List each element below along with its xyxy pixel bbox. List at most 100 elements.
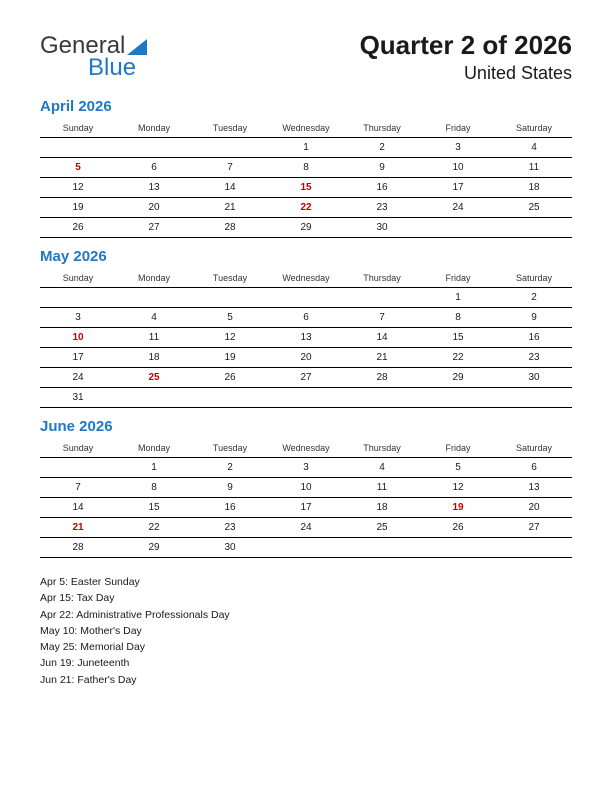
calendar-cell: .	[40, 458, 116, 478]
calendar-cell: 27	[268, 368, 344, 388]
calendar-cell: 11	[344, 478, 420, 498]
calendar-cell: 7	[344, 308, 420, 328]
month-block: May 2026 SundayMondayTuesdayWednesdayThur…	[40, 248, 572, 408]
calendar-cell: 11	[116, 328, 192, 348]
calendar-cell: .	[192, 138, 268, 158]
calendar-cell: 25	[496, 198, 572, 218]
calendar-cell: 19	[192, 348, 268, 368]
calendar-row: ...1234	[40, 138, 572, 158]
calendar-cell: 3	[420, 138, 496, 158]
calendar-cell: 19	[420, 498, 496, 518]
dow-header: Tuesday	[192, 119, 268, 138]
calendar-cell: .	[268, 538, 344, 558]
calendar-cell: 20	[268, 348, 344, 368]
calendar-cell: 9	[344, 158, 420, 178]
calendar-cell: 20	[496, 498, 572, 518]
calendar-table: SundayMondayTuesdayWednesdayThursdayFrid…	[40, 269, 572, 408]
calendar-cell: 6	[496, 458, 572, 478]
calendar-cell: 6	[116, 158, 192, 178]
calendar-cell: 10	[40, 328, 116, 348]
calendar-cell: .	[40, 288, 116, 308]
calendar-row: 567891011	[40, 158, 572, 178]
calendar-cell: 16	[496, 328, 572, 348]
calendar-cell: 2	[344, 138, 420, 158]
title-block: Quarter 2 of 2026 United States	[360, 30, 572, 84]
calendar-cell: 11	[496, 158, 572, 178]
calendar-cell: 8	[420, 308, 496, 328]
calendar-row: .....12	[40, 288, 572, 308]
calendar-cell: .	[496, 538, 572, 558]
calendar-cell: 3	[40, 308, 116, 328]
calendar-cell: .	[116, 288, 192, 308]
calendar-row: 24252627282930	[40, 368, 572, 388]
calendar-cell: 3	[268, 458, 344, 478]
calendar-row: 3456789	[40, 308, 572, 328]
page-subtitle: United States	[360, 63, 572, 84]
calendar-cell: 23	[344, 198, 420, 218]
calendar-cell: 25	[344, 518, 420, 538]
calendar-cell: 4	[344, 458, 420, 478]
calendar-cell: 21	[344, 348, 420, 368]
calendar-cell: 27	[116, 218, 192, 238]
calendar-cell: 16	[344, 178, 420, 198]
calendar-cell: 29	[420, 368, 496, 388]
calendar-cell: 22	[420, 348, 496, 368]
event-item: May 10: Mother's Day	[40, 623, 572, 639]
dow-header: Tuesday	[192, 439, 268, 458]
calendar-cell: 18	[116, 348, 192, 368]
calendar-cell: 1	[268, 138, 344, 158]
calendar-cell: 15	[116, 498, 192, 518]
calendar-row: 282930....	[40, 538, 572, 558]
calendar-cell: 19	[40, 198, 116, 218]
calendar-cell: 21	[40, 518, 116, 538]
calendar-cell: 5	[420, 458, 496, 478]
calendar-cell: 13	[116, 178, 192, 198]
month-title: April 2026	[40, 98, 572, 115]
months-container: April 2026 SundayMondayTuesdayWednesdayTh…	[40, 98, 572, 558]
dow-header: Sunday	[40, 439, 116, 458]
calendar-cell: 12	[420, 478, 496, 498]
calendar-cell: 28	[344, 368, 420, 388]
calendar-row: 2627282930..	[40, 218, 572, 238]
calendar-cell: .	[344, 388, 420, 408]
page-title: Quarter 2 of 2026	[360, 30, 572, 61]
calendar-cell: 22	[116, 518, 192, 538]
calendar-cell: 23	[496, 348, 572, 368]
calendar-cell: 5	[192, 308, 268, 328]
calendar-cell: 4	[116, 308, 192, 328]
calendar-cell: 24	[40, 368, 116, 388]
calendar-cell: 31	[40, 388, 116, 408]
calendar-cell: 4	[496, 138, 572, 158]
dow-header: Wednesday	[268, 119, 344, 138]
calendar-cell: 29	[268, 218, 344, 238]
calendar-cell: 26	[420, 518, 496, 538]
calendar-cell: .	[192, 288, 268, 308]
calendar-cell: 14	[344, 328, 420, 348]
calendar-cell: 23	[192, 518, 268, 538]
calendar-cell: 8	[116, 478, 192, 498]
calendar-cell: 26	[192, 368, 268, 388]
month-block: April 2026SundayMondayTuesdayWednesdayTh…	[40, 98, 572, 238]
calendar-cell: 10	[420, 158, 496, 178]
calendar-cell: 14	[40, 498, 116, 518]
calendar-cell: .	[420, 388, 496, 408]
calendar-cell: 17	[268, 498, 344, 518]
dow-header: Friday	[420, 269, 496, 288]
events-list: Apr 5: Easter SundayApr 15: Tax DayApr 2…	[40, 574, 572, 688]
calendar-row: 78910111213	[40, 478, 572, 498]
calendar-cell: .	[496, 388, 572, 408]
calendar-cell: 1	[420, 288, 496, 308]
month-title: May 2026	[40, 248, 572, 265]
month-title: June 2026	[40, 418, 572, 435]
calendar-cell: 16	[192, 498, 268, 518]
calendar-cell: 9	[192, 478, 268, 498]
calendar-cell: 13	[268, 328, 344, 348]
calendar-cell: .	[116, 138, 192, 158]
dow-header: Saturday	[496, 119, 572, 138]
calendar-row: 31......	[40, 388, 572, 408]
dow-header: Monday	[116, 119, 192, 138]
calendar-cell: 7	[40, 478, 116, 498]
calendar-cell: 26	[40, 218, 116, 238]
calendar-cell: 21	[192, 198, 268, 218]
page: General Blue Quarter 2 of 2026 United St…	[0, 0, 612, 708]
